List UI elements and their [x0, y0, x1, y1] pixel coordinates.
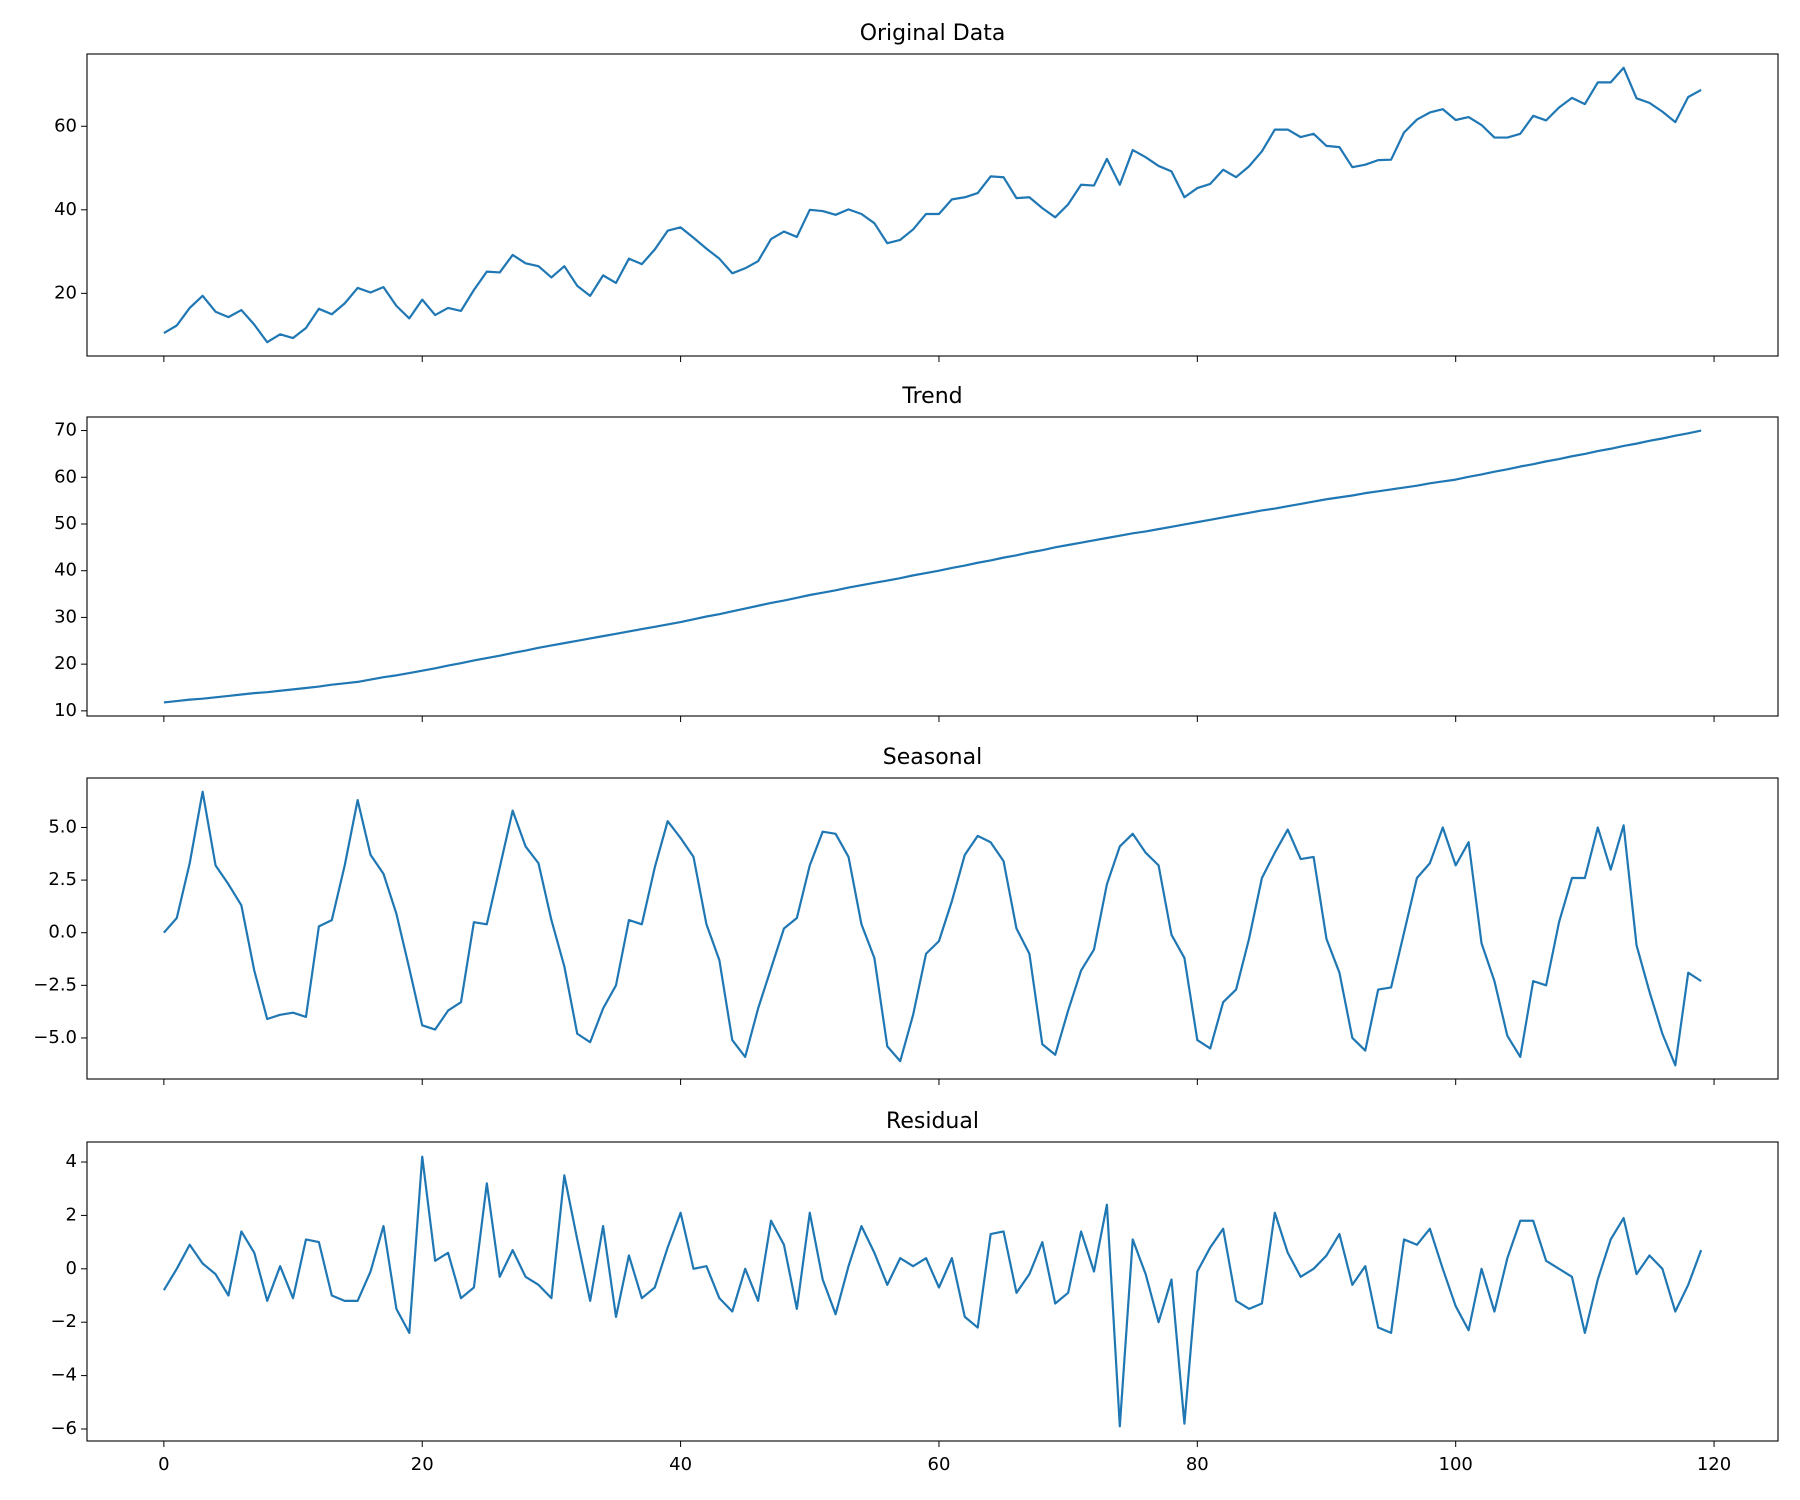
axes-frame	[86, 416, 1779, 717]
y-tick-label: 70	[54, 420, 77, 441]
y-tick-label: 20	[54, 653, 77, 674]
x-tick-label: 100	[1439, 1454, 1473, 1475]
y-tick-label: 2.5	[48, 869, 77, 890]
y-tick-label: 0	[66, 1258, 77, 1279]
y-tick-label: −5.0	[33, 1027, 77, 1048]
subplot-title: Original Data	[860, 21, 1006, 46]
y-tick-label: 10	[54, 700, 77, 721]
subplot-title: Residual	[886, 1109, 979, 1134]
subplot-title: Trend	[901, 384, 962, 409]
series-line	[163, 790, 1702, 1067]
x-tick-label: 40	[669, 1454, 692, 1475]
y-tick-label: 60	[54, 115, 77, 136]
y-tick-label: −6	[50, 1418, 77, 1439]
x-tick-label: 20	[411, 1454, 434, 1475]
subplot-title: Seasonal	[883, 745, 982, 770]
y-tick-label: −2.5	[33, 974, 77, 995]
axes-frame	[86, 1141, 1779, 1442]
y-tick-label: 40	[54, 560, 77, 581]
y-tick-label: 0.0	[48, 922, 77, 943]
x-tick-label: 120	[1697, 1454, 1731, 1475]
series-line	[163, 66, 1702, 344]
y-tick-label: 30	[54, 606, 77, 627]
y-tick-label: 20	[54, 282, 77, 303]
y-tick-label: 40	[54, 199, 77, 220]
y-tick-label: −2	[50, 1311, 77, 1332]
axes-frame	[86, 777, 1779, 1080]
x-tick-label: 80	[1186, 1454, 1209, 1475]
x-tick-label: 60	[928, 1454, 951, 1475]
y-tick-label: 4	[66, 1151, 77, 1172]
x-tick-label: 0	[158, 1454, 169, 1475]
axes-frame	[86, 53, 1779, 357]
y-tick-label: 2	[66, 1204, 77, 1225]
y-tick-label: 50	[54, 513, 77, 534]
y-tick-label: −4	[50, 1365, 77, 1386]
series-line	[162, 1155, 1703, 1428]
y-tick-label: 5.0	[48, 816, 77, 837]
series-line	[163, 429, 1702, 704]
y-tick-label: 60	[54, 466, 77, 487]
